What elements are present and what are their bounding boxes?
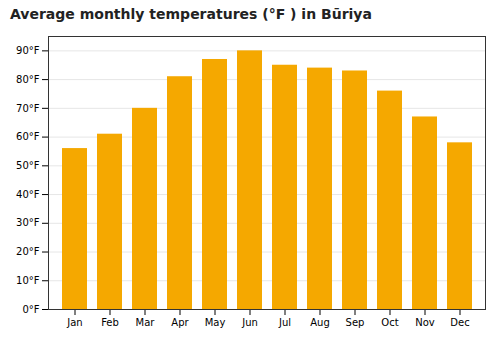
svg-text:20°F: 20°F bbox=[16, 246, 40, 257]
svg-text:Aug: Aug bbox=[310, 317, 330, 328]
svg-text:Nov: Nov bbox=[415, 317, 435, 328]
svg-text:Sep: Sep bbox=[346, 317, 365, 328]
svg-text:Feb: Feb bbox=[101, 317, 119, 328]
svg-text:0°F: 0°F bbox=[22, 304, 39, 315]
svg-text:60°F: 60°F bbox=[16, 131, 40, 142]
html-text:Average monthly temperatures (: Average monthly temperatures (°F ) in Bū… bbox=[10, 6, 372, 22]
svg-text:Jun: Jun bbox=[241, 317, 258, 328]
svg-text:10°F: 10°F bbox=[16, 275, 40, 286]
svg-text:50°F: 50°F bbox=[16, 160, 40, 171]
svg-text:May: May bbox=[205, 317, 226, 328]
svg-text:70°F: 70°F bbox=[16, 103, 40, 114]
svg-text:40°F: 40°F bbox=[16, 189, 40, 200]
svg-text:Mar: Mar bbox=[136, 317, 156, 328]
svg-text:Dec: Dec bbox=[450, 317, 469, 328]
svg-text:Apr: Apr bbox=[171, 317, 189, 328]
svg-text:Jan: Jan bbox=[66, 317, 82, 328]
svg-text:90°F: 90°F bbox=[16, 45, 40, 56]
svg-text:80°F: 80°F bbox=[16, 74, 40, 85]
svg-text:Oct: Oct bbox=[381, 317, 398, 328]
svg-text:30°F: 30°F bbox=[16, 217, 40, 228]
svg-text:Jul: Jul bbox=[278, 317, 291, 328]
